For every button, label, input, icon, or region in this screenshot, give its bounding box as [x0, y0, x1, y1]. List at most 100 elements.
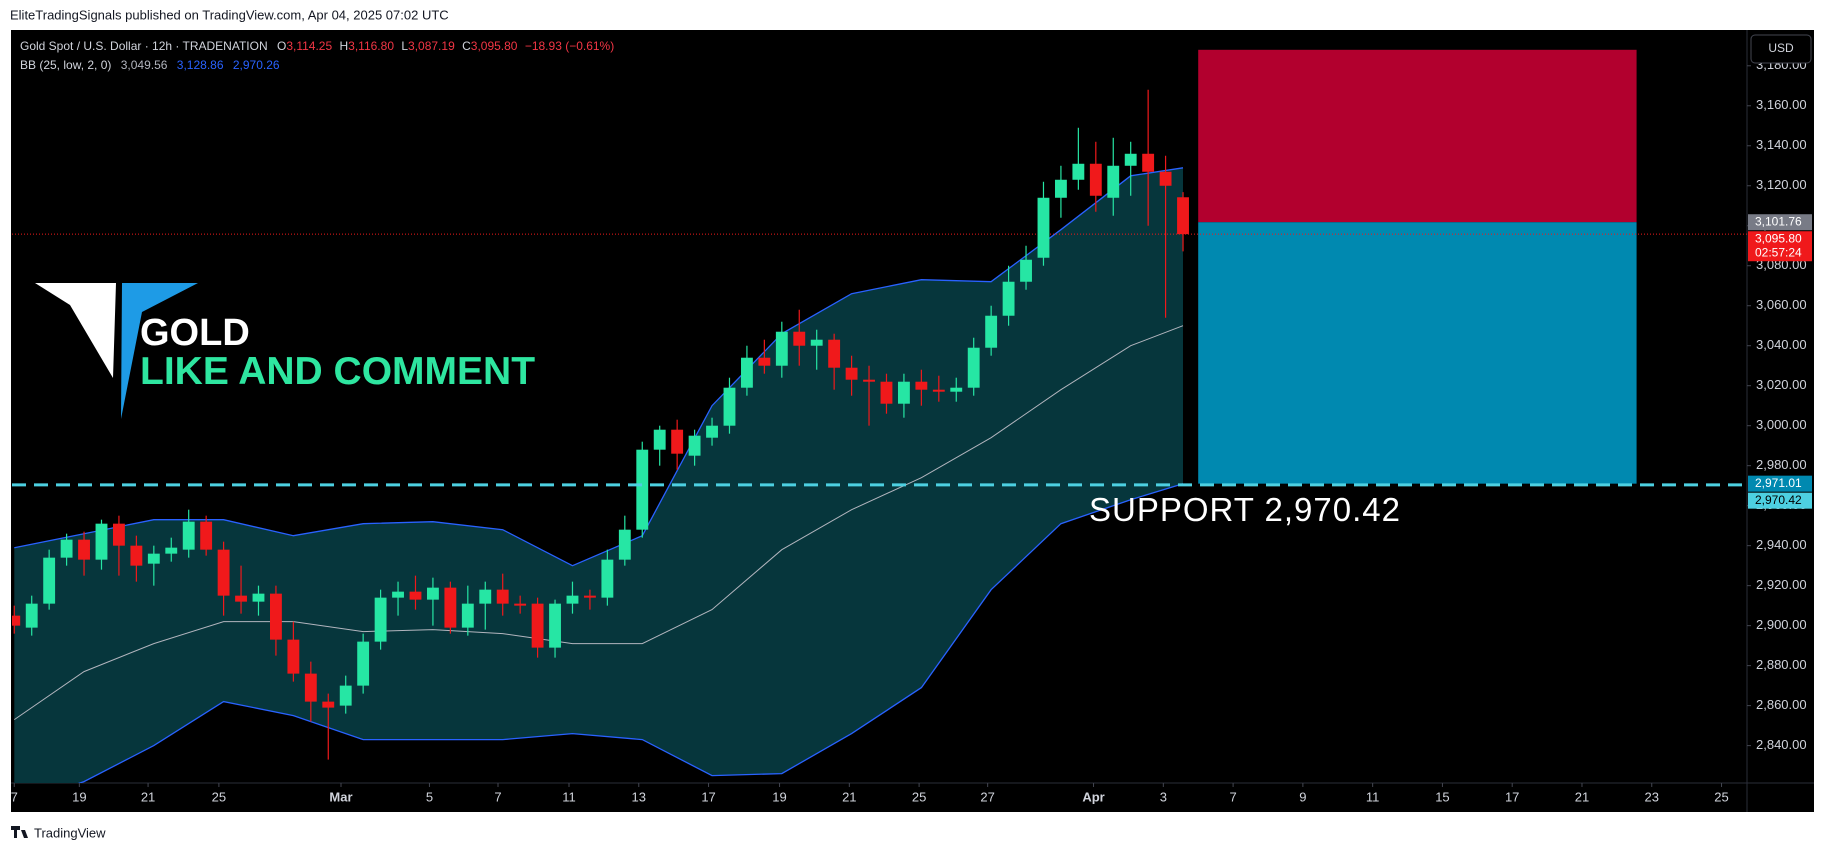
x-tick-label: Mar: [329, 789, 352, 804]
y-tick-label: 2,840.00: [1756, 737, 1807, 752]
candle-body: [723, 387, 736, 426]
x-tick-label: Apr: [1082, 789, 1104, 804]
price-label: 3,095.80: [1755, 231, 1802, 245]
candle-body: [775, 331, 788, 366]
candle-body: [880, 381, 893, 404]
candle-body: [444, 587, 457, 628]
x-tick-label: 27: [980, 789, 994, 804]
logo-blue: [121, 283, 198, 419]
candle-body: [1159, 171, 1172, 186]
x-tick-label: 7: [1229, 789, 1236, 804]
indicator-value: 3,049.56: [121, 58, 168, 72]
candle-body: [78, 539, 90, 560]
x-tick-label: 21: [141, 789, 155, 804]
y-tick-label: 3,020.00: [1756, 377, 1807, 392]
candle-body: [985, 315, 998, 348]
published-note: EliteTradingSignals published on Trading…: [10, 7, 449, 22]
legend-line: Gold Spot / U.S. Dollar · 12h · TRADENAT…: [20, 39, 614, 53]
candle-body: [514, 603, 527, 606]
ohlc-value: 3,116.80: [348, 39, 394, 53]
axes: 2,840.00 2,860.00 2,880.00 2,900.00 2,920.00…: [11, 57, 1812, 804]
x-tick-label: 19: [72, 789, 86, 804]
candle-body: [200, 521, 213, 550]
y-tick-label: 3,120.00: [1756, 177, 1807, 192]
y-tick-label: 2,940.00: [1756, 537, 1807, 552]
price-label: 2,971.01: [1755, 476, 1802, 490]
candle-body: [287, 639, 300, 674]
price-label-box: [1748, 492, 1812, 509]
candle-body: [374, 597, 387, 642]
y-tick-label: 3,000.00: [1756, 417, 1807, 432]
candle-body: [810, 339, 823, 346]
y-tick-label: 3,040.00: [1756, 337, 1807, 352]
footer-brand: TradingView: [34, 825, 106, 840]
candle-body: [706, 425, 718, 438]
x-tick-label: 23: [1645, 789, 1659, 804]
candle-body: [1177, 197, 1189, 235]
y-tick-label: 2,880.00: [1756, 657, 1807, 672]
x-tick-label: 13: [632, 789, 646, 804]
logo-white: [35, 283, 116, 378]
candle-body: [1142, 153, 1155, 172]
countdown-label: 02:57:24: [1755, 245, 1802, 259]
x-tick-label: 17: [701, 789, 715, 804]
ohlc-value: 3,114.25: [286, 39, 332, 53]
candle-body: [863, 379, 875, 382]
candle-body: [549, 603, 561, 648]
x-tick-label: 25: [912, 789, 926, 804]
candle-body: [1054, 179, 1067, 198]
indicator-value: 3,128.86: [177, 58, 224, 72]
candle-body: [688, 435, 701, 456]
candle-body: [740, 357, 753, 388]
candle-body: [95, 523, 108, 560]
candle-body: [426, 587, 439, 600]
candle-body: [1089, 163, 1102, 196]
price-label-box: [1748, 475, 1812, 492]
x-tick-label: 25: [212, 789, 226, 804]
footer-logo: [11, 826, 28, 838]
x-tick-label: 11: [1366, 789, 1380, 804]
candle-body: [25, 603, 38, 628]
price-label-box: [1748, 231, 1812, 262]
candle-body: [583, 595, 596, 598]
x-tick-label: 21: [842, 789, 856, 804]
symbol: Gold Spot / U.S. Dollar · 12h · TRADENAT…: [20, 39, 268, 53]
candle-body: [182, 521, 195, 550]
candle-body: [130, 545, 143, 566]
candle-body: [235, 595, 247, 602]
plot-area: [12, 49, 1747, 783]
bollinger-lower: [77, 483, 1184, 783]
candle-body: [461, 603, 474, 628]
candle-body: [43, 557, 56, 604]
x-tick-label: 11: [562, 789, 576, 804]
candle-body: [915, 381, 928, 390]
y-tick-label: 2,980.00: [1756, 457, 1807, 472]
ohlc-key: L: [401, 39, 408, 53]
candle-body: [618, 529, 631, 560]
candle-body: [304, 673, 317, 702]
currency-button[interactable]: [1750, 34, 1812, 64]
indicator-value: 2,970.26: [233, 58, 280, 72]
candle-body: [392, 591, 404, 598]
price-label-box: [1748, 214, 1812, 231]
candle-body: [1107, 165, 1120, 198]
x-tick-label: 19: [772, 789, 786, 804]
ohlc-key: H: [340, 39, 349, 53]
cta-text: LIKE AND COMMENT: [140, 350, 535, 393]
x-tick-label: 9: [1299, 789, 1306, 804]
target-zone: [1198, 222, 1637, 484]
candle-body: [845, 367, 858, 380]
y-tick-label: 2,920.00: [1756, 577, 1807, 592]
support-label: SUPPORT 2,970.42: [1089, 491, 1401, 528]
candle-body: [409, 591, 422, 600]
y-tick-label: 3,160.00: [1756, 97, 1807, 112]
candle-body: [1020, 259, 1032, 282]
candle-body: [636, 449, 649, 530]
stop-zone: [1198, 49, 1637, 223]
y-tick-label: 2,900.00: [1756, 617, 1807, 632]
candle-body: [496, 589, 509, 604]
candle-body: [828, 339, 841, 368]
currency-label: USD: [1768, 41, 1794, 55]
candle-body: [967, 347, 980, 388]
